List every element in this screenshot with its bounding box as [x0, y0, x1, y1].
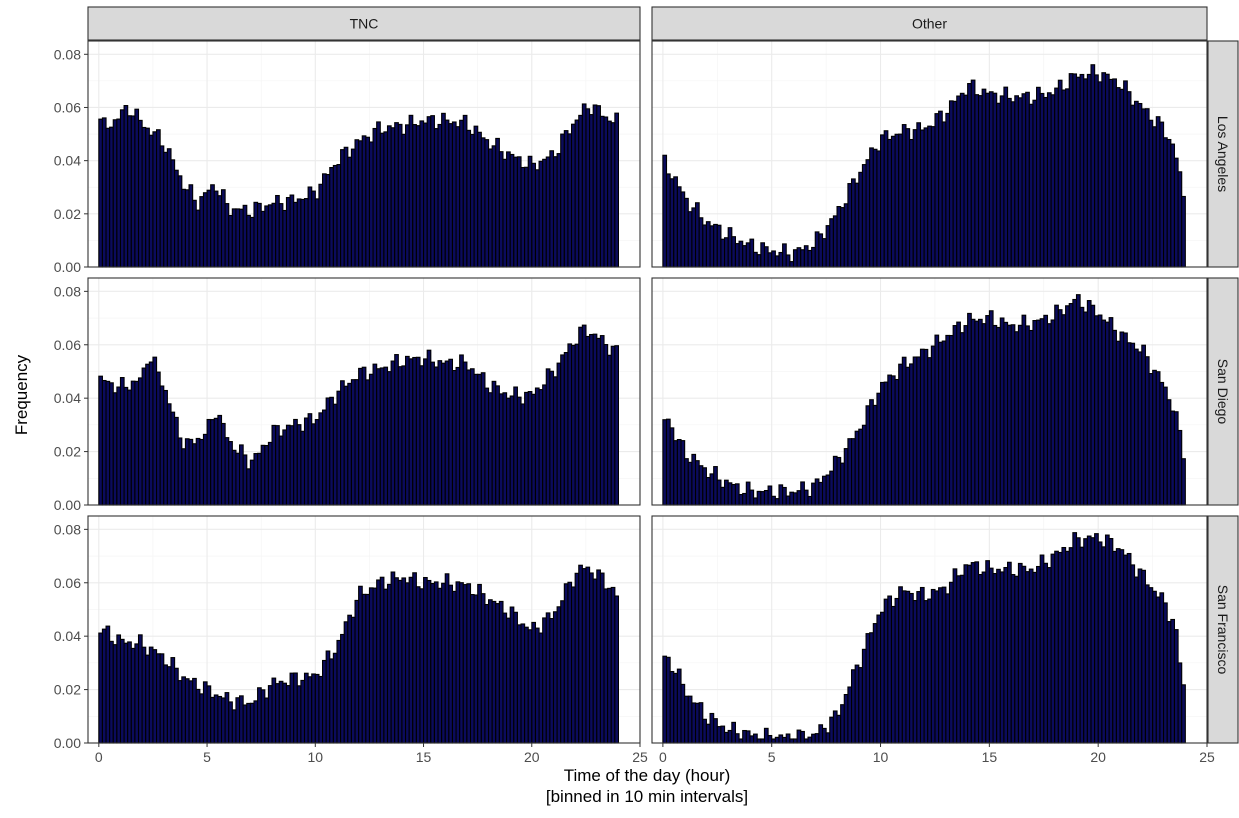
y-tick-label: 0.02 [54, 206, 81, 222]
y-tick-label: 0.02 [54, 682, 81, 698]
panel-los-angeles-tnc [87, 40, 641, 268]
y-tick-label: 0.08 [54, 521, 81, 537]
histogram-bars [98, 324, 620, 506]
y-tick-label: 0.06 [54, 337, 81, 353]
row-strip-los-angeles [1207, 40, 1239, 268]
panel-san-francisco-other [651, 515, 1208, 744]
y-tick-label: 0.04 [54, 153, 81, 169]
x-tick-label: 5 [203, 749, 211, 765]
column-strips: TNC Other [87, 6, 1208, 41]
histogram-bar [1181, 458, 1186, 506]
x-tick-label: 0 [659, 749, 667, 765]
x-axis-title: Time of the day (hour) [564, 766, 731, 785]
row-strip-label: San Francisco [1215, 585, 1231, 675]
y-tick-label: 0.06 [54, 99, 81, 115]
column-strip-other [651, 6, 1208, 41]
panel-san-diego-tnc [87, 277, 641, 506]
x-tick-label: 10 [873, 749, 889, 765]
y-tick-label: 0.02 [54, 444, 81, 460]
x-tick-label: 25 [1199, 749, 1215, 765]
x-axis-subtitle: [binned in 10 min intervals] [546, 787, 748, 806]
y-tick-label: 0.04 [54, 628, 81, 644]
panel-san-diego-other [651, 277, 1208, 506]
y-tick-label: 0.00 [54, 735, 81, 751]
y-tick-label: 0.00 [54, 497, 81, 513]
histogram-bar [1181, 684, 1186, 744]
y-axis-title: Frequency [12, 354, 31, 435]
histogram-bar [614, 112, 620, 268]
panel-border [651, 40, 1208, 268]
y-tick-label: 0.08 [54, 283, 81, 299]
row-strip-san-diego [1207, 277, 1239, 506]
column-strip-label: Other [912, 16, 947, 32]
x-tick-label: 0 [95, 749, 103, 765]
x-tick-label: 20 [1090, 749, 1106, 765]
x-tick-label: 5 [768, 749, 776, 765]
histogram-bars [98, 564, 620, 744]
panel-border [87, 515, 641, 744]
row-strip-san-francisco [1207, 515, 1239, 744]
y-tick-label: 0.06 [54, 575, 81, 591]
y-tick-label: 0.08 [54, 46, 81, 62]
column-strip-label: TNC [350, 16, 379, 32]
row-strips: Los Angeles San Diego San Francisco [1207, 40, 1239, 744]
histogram-bar [614, 595, 620, 744]
column-strip-tnc [87, 6, 641, 41]
panel-san-francisco-tnc [87, 515, 641, 744]
row-strip-label: Los Angeles [1215, 116, 1231, 192]
panel-border [651, 277, 1208, 506]
x-tick-label: 20 [524, 749, 540, 765]
x-tick-label: 15 [982, 749, 998, 765]
panel-los-angeles-other [651, 40, 1208, 268]
x-tick-label: 10 [308, 749, 324, 765]
x-tick-label: 15 [416, 749, 432, 765]
panel-border [87, 277, 641, 506]
histogram-bars [98, 103, 620, 268]
x-tick-label: 25 [632, 749, 648, 765]
y-tick-label: 0.04 [54, 390, 81, 406]
panel-border [87, 40, 641, 268]
histogram-bars [662, 294, 1186, 506]
histogram-bars [662, 532, 1186, 744]
y-tick-label: 0.00 [54, 259, 81, 275]
panels-layer [87, 40, 1208, 744]
histogram-bars [662, 64, 1186, 268]
row-strip-label: San Diego [1215, 359, 1231, 425]
histogram-bar [614, 345, 620, 506]
axes-layer: 0.00 0.02 0.04 0.06 0.08 0.00 0.02 0.04 0.06 0.08… [54, 46, 1215, 765]
panel-border [651, 515, 1208, 744]
histogram-bar [1181, 195, 1186, 268]
